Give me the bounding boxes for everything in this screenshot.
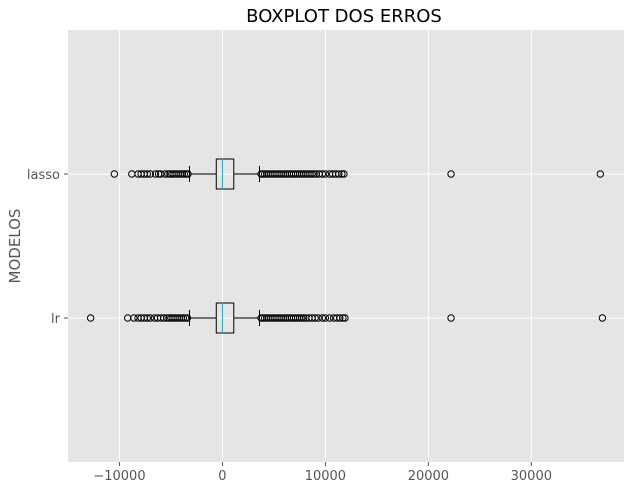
x-tick-label: 20000 bbox=[408, 469, 449, 484]
box-lasso bbox=[110, 158, 605, 190]
outlier-point bbox=[86, 314, 95, 322]
outlier-point bbox=[318, 170, 327, 178]
outlier-point bbox=[318, 314, 327, 322]
outlier-point bbox=[181, 314, 190, 322]
outlier-point bbox=[143, 314, 151, 322]
outlier-point bbox=[146, 170, 155, 178]
plot-area bbox=[68, 30, 624, 462]
outlier-point bbox=[339, 314, 347, 322]
outlier-point bbox=[110, 170, 119, 178]
x-axis-ticks: −10000 0 10000 20000 30000 bbox=[93, 462, 552, 484]
outlier-point bbox=[300, 314, 308, 322]
outlier-point bbox=[335, 170, 343, 178]
x-tick-label: 0 bbox=[218, 469, 226, 484]
box-iqr bbox=[215, 302, 235, 334]
outlier-point bbox=[336, 314, 344, 322]
y-axis-label: MODELOS bbox=[6, 209, 24, 284]
x-tick-label: 10000 bbox=[305, 469, 346, 484]
outlier-point bbox=[341, 314, 349, 322]
outlier-point bbox=[298, 314, 306, 322]
boxplot-series bbox=[86, 158, 607, 334]
outlier-point bbox=[160, 314, 168, 322]
outlier-point bbox=[146, 314, 155, 322]
y-tick-label-lasso: lasso bbox=[27, 168, 60, 183]
outlier-point bbox=[314, 314, 322, 322]
x-tick-label: 30000 bbox=[511, 469, 552, 484]
outlier-point bbox=[151, 170, 160, 178]
outlier-point bbox=[179, 314, 188, 322]
outlier-point bbox=[143, 170, 151, 178]
outlier-point bbox=[180, 170, 189, 178]
x-tick-label: −10000 bbox=[93, 469, 145, 484]
outlier-point bbox=[183, 314, 192, 322]
outlier-point bbox=[130, 314, 138, 322]
outlier-point bbox=[310, 170, 318, 178]
outlier-point bbox=[447, 170, 455, 178]
y-tick-label-lr: lr bbox=[51, 312, 61, 327]
outlier-point bbox=[311, 314, 319, 322]
outlier-point bbox=[321, 314, 330, 322]
outlier-point bbox=[598, 314, 607, 322]
chart-title: BOXPLOT DOS ERROS bbox=[246, 6, 442, 27]
outlier-point bbox=[596, 170, 605, 178]
outlier-point bbox=[325, 314, 334, 322]
box-iqr bbox=[215, 158, 235, 190]
outlier-point bbox=[340, 170, 348, 178]
outlier-point bbox=[308, 170, 316, 178]
outlier-point bbox=[447, 314, 455, 322]
outlier-point bbox=[178, 170, 186, 178]
outlier-point bbox=[184, 170, 192, 178]
outlier-point bbox=[161, 170, 169, 178]
outlier-point bbox=[321, 170, 330, 178]
y-axis-ticks: lasso lr bbox=[27, 168, 68, 327]
outlier-point bbox=[338, 170, 346, 178]
box-lr bbox=[86, 302, 607, 334]
outlier-point bbox=[156, 170, 165, 178]
